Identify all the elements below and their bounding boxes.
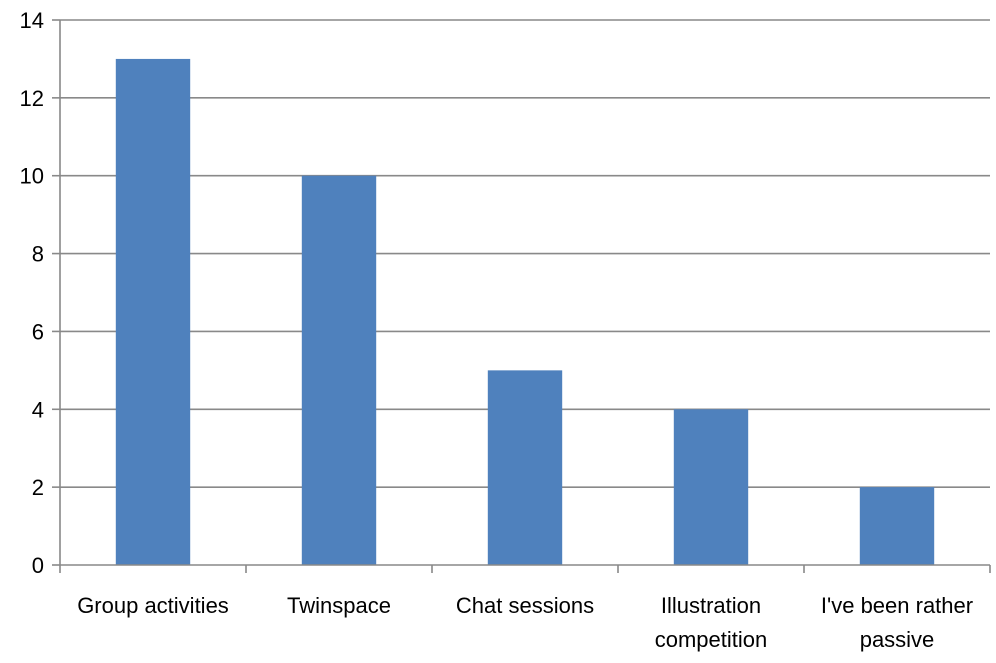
axes bbox=[52, 19, 991, 573]
bar-4 bbox=[859, 487, 935, 565]
x-tick-label-line: I've been rather bbox=[821, 593, 973, 618]
x-tick-label: I've been rather passive bbox=[821, 593, 973, 652]
x-tick-label-line: Chat sessions bbox=[456, 593, 594, 618]
x-tick-label-line: Twinspace bbox=[287, 593, 391, 618]
y-tick-label: 2 bbox=[32, 475, 44, 500]
x-tick-label: Illustration competition bbox=[655, 593, 768, 652]
x-tick-label-line: Illustration bbox=[661, 593, 761, 618]
x-tick-label-line: passive bbox=[860, 627, 935, 652]
x-tick-label: Twinspace bbox=[287, 593, 391, 618]
y-tick-label: 12 bbox=[20, 86, 44, 111]
y-tick-label: 0 bbox=[32, 553, 44, 578]
y-tick-label: 10 bbox=[20, 164, 44, 189]
bar-3 bbox=[673, 409, 749, 565]
x-tick-label: Group activities bbox=[77, 593, 229, 618]
y-tick-label: 8 bbox=[32, 242, 44, 267]
bar-1 bbox=[301, 175, 377, 565]
bars bbox=[115, 58, 935, 566]
y-tick-label: 4 bbox=[32, 397, 44, 422]
tick-labels: 0 2 4 6 8 10 12 14 Group activities Twinspace Chat… bbox=[20, 8, 974, 652]
gridlines bbox=[60, 19, 990, 488]
y-tick-label: 6 bbox=[32, 319, 44, 344]
y-tick-label: 14 bbox=[20, 8, 44, 33]
x-tick-label-line: competition bbox=[655, 627, 768, 652]
x-tick-label: Chat sessions bbox=[456, 593, 594, 618]
x-tick-label-line: Group activities bbox=[77, 593, 229, 618]
bar-0 bbox=[115, 58, 191, 566]
bar-2 bbox=[487, 370, 563, 565]
